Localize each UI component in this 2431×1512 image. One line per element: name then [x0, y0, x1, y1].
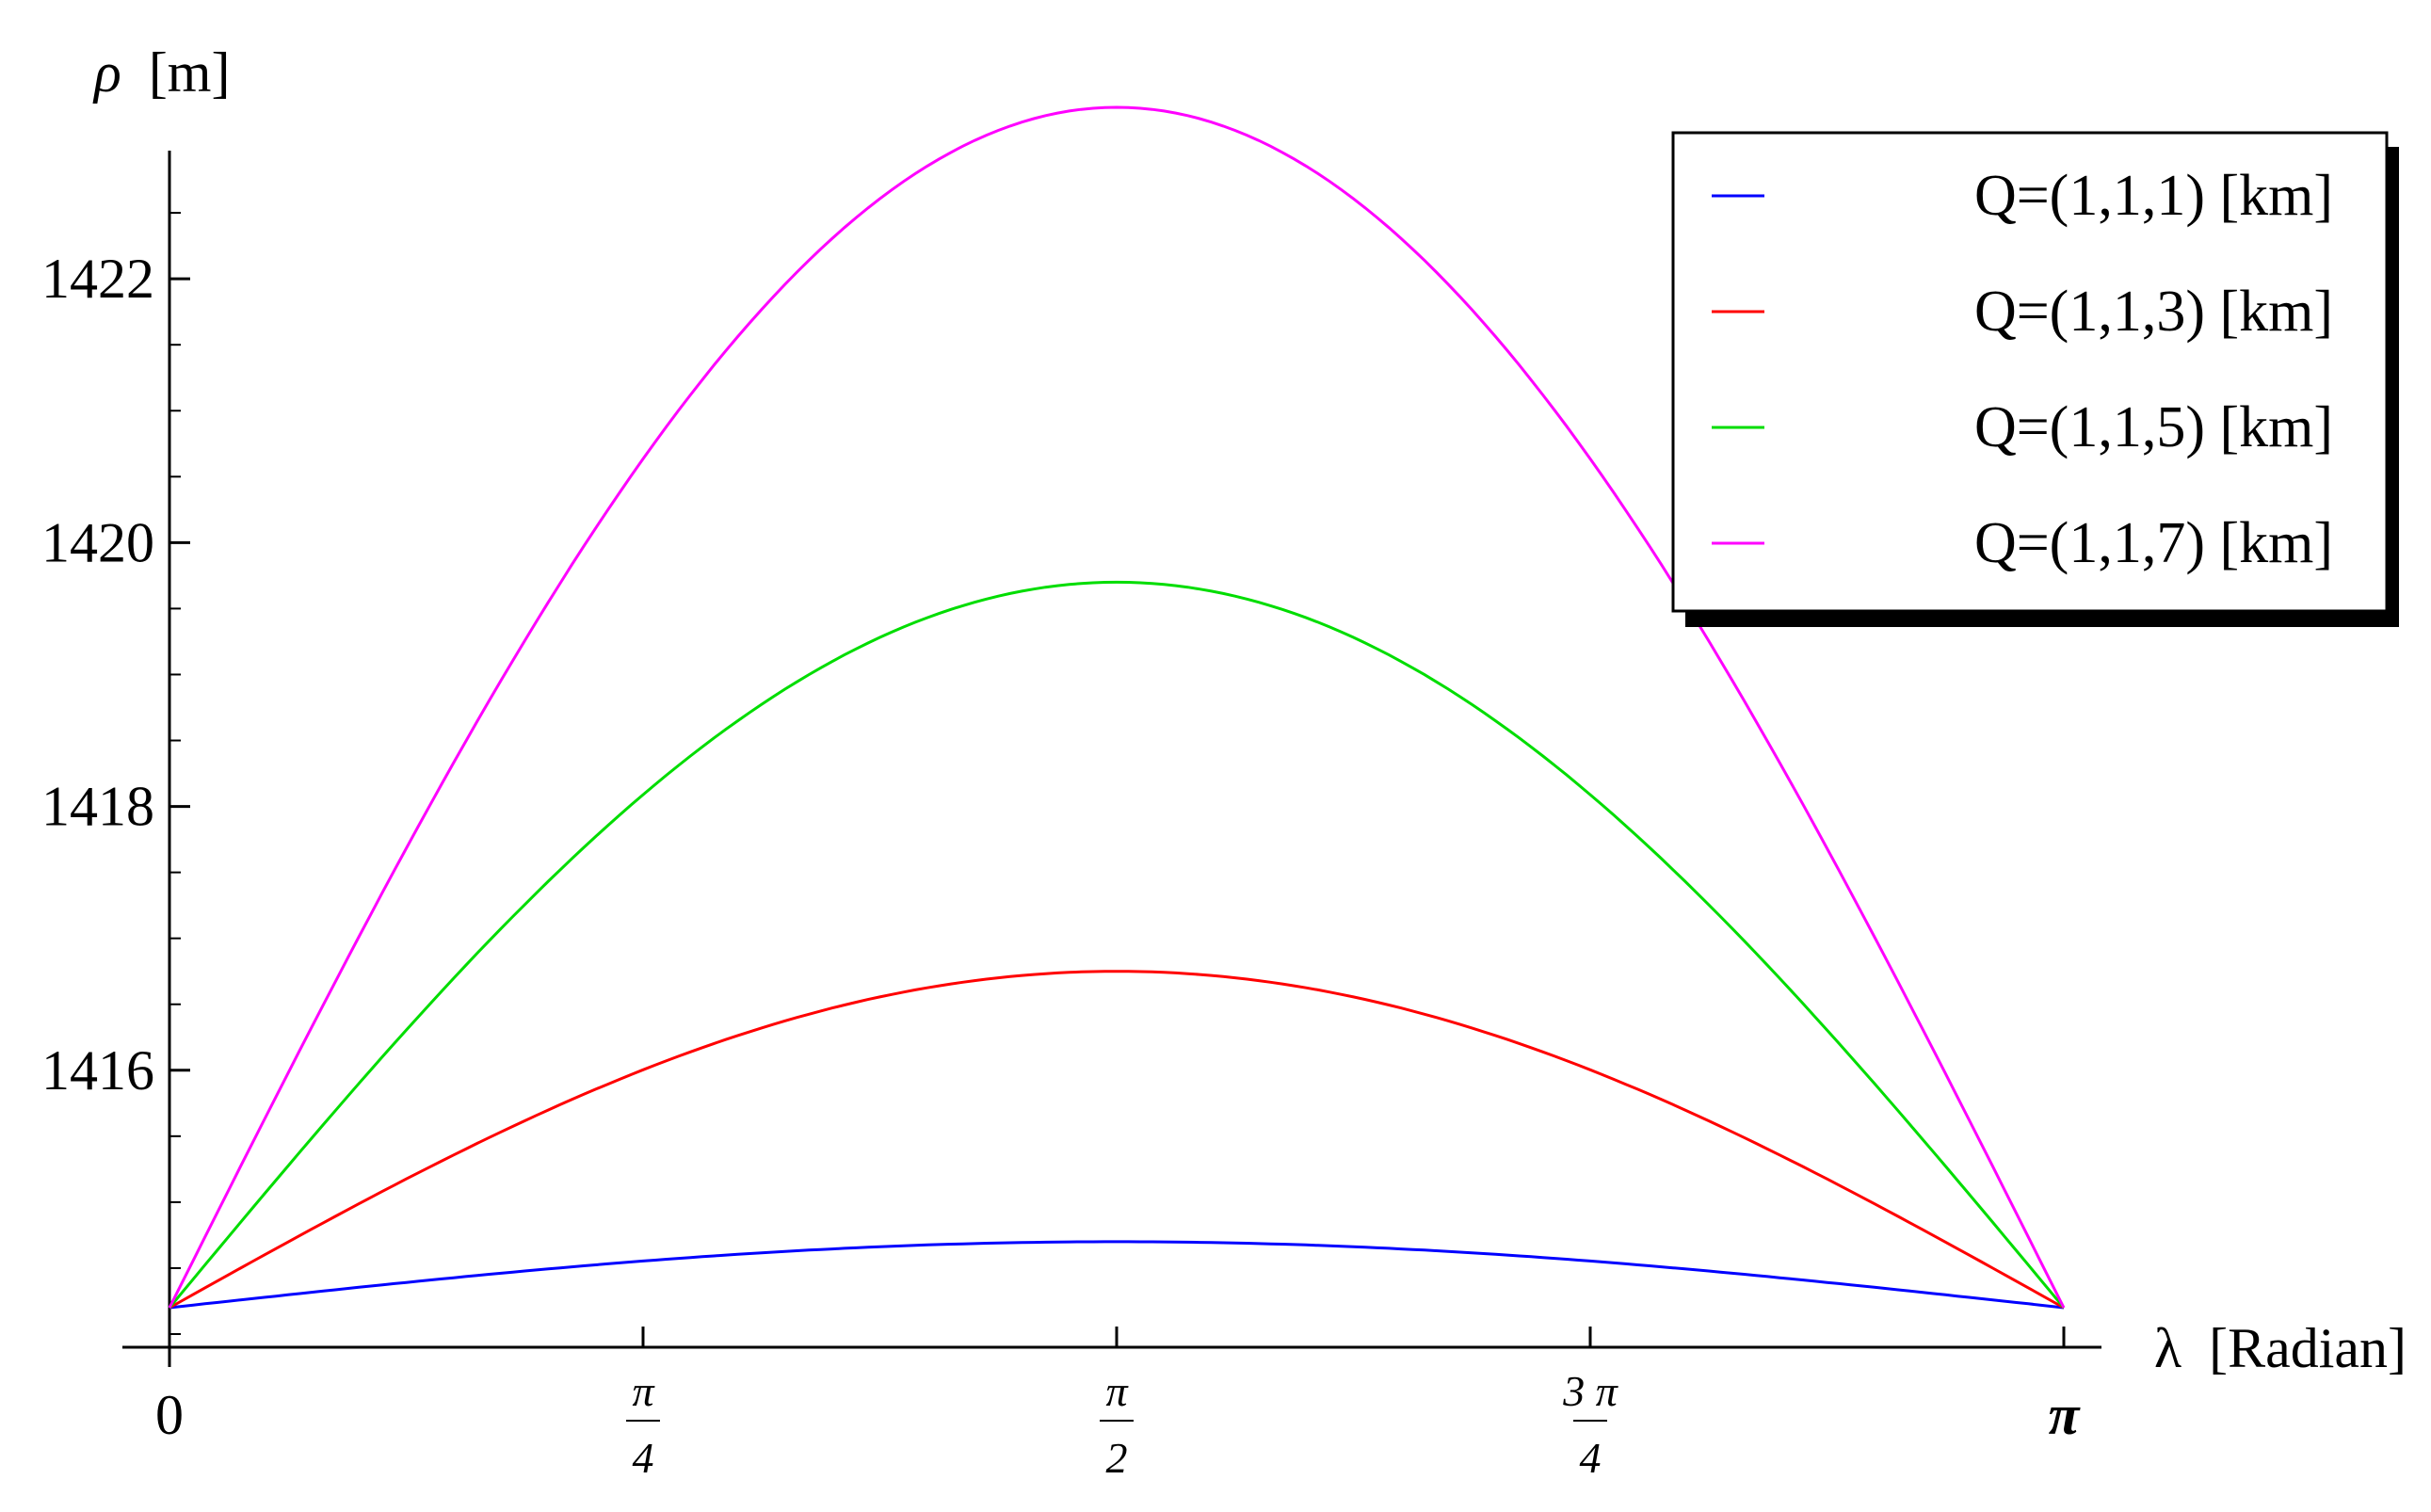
x-tick-numerator: 3 π: [1562, 1367, 1619, 1415]
x-tick-numerator: π: [632, 1367, 655, 1415]
x-tick-denominator: 4: [1580, 1434, 1602, 1482]
y-tick-label: 1420: [41, 511, 154, 573]
x-tick-label: π: [2049, 1384, 2082, 1446]
series-line-3: [168, 580, 2066, 1309]
legend-label-2: Q=(1,1,3) [km]: [1974, 280, 2333, 344]
series-line-4: [168, 105, 2066, 1309]
series-line-2: [169, 970, 2065, 1310]
legend-label-1: Q=(1,1,1) [km]: [1974, 164, 2333, 228]
legend-items: Q=(1,1,1) [km] Q=(1,1,3) [km] Q=(1,1,5) [k…: [1712, 164, 2333, 575]
x-axis-unit: [Radian]: [2209, 1317, 2407, 1379]
y-tick-label: 1416: [41, 1039, 154, 1102]
x-tick-denominator: 4: [633, 1434, 654, 1482]
y-tick-label: 1418: [41, 776, 154, 838]
legend-box: [1671, 131, 2389, 613]
axes-layer: 1416 1418 1420 1422 π 4 π 2 3 π 4 0 π: [41, 151, 2101, 1482]
x-axis-symbol: λ: [2154, 1317, 2181, 1379]
y-tick-label: 1422: [41, 248, 154, 310]
series-layer: [168, 105, 2066, 1310]
legend-label-3: Q=(1,1,5) [km]: [1974, 395, 2333, 459]
x-tick-numerator: π: [1105, 1367, 1129, 1415]
series-line-1: [169, 1240, 2065, 1310]
y-axis-unit: [m]: [149, 41, 231, 104]
y-axis-label: ρ [m]: [92, 41, 230, 104]
legend: Q=(1,1,1) [km] Q=(1,1,3) [km] Q=(1,1,5) [k…: [1671, 131, 2399, 627]
legend-label-4: Q=(1,1,7) [km]: [1974, 511, 2333, 575]
x-tick-label: 0: [155, 1384, 184, 1446]
x-axis-label: λ [Radian]: [2154, 1317, 2407, 1379]
y-axis-symbol: ρ: [92, 41, 121, 104]
x-tick-denominator: 2: [1106, 1434, 1128, 1482]
